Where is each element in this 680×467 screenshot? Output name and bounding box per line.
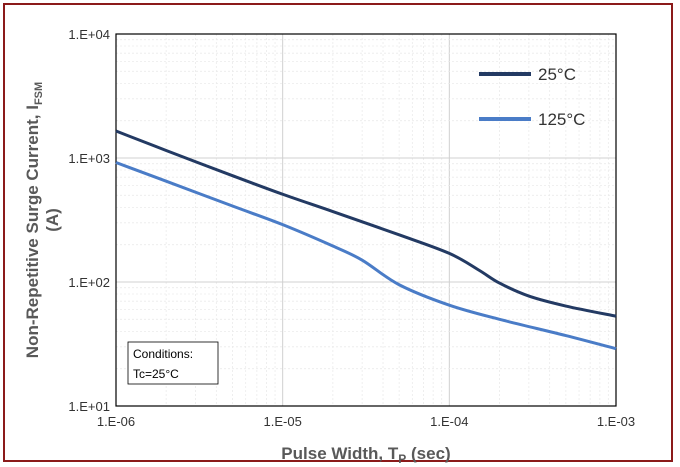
- legend-label-25c: 25°C: [538, 65, 576, 84]
- y-tick-label: 1.E+01: [68, 399, 110, 414]
- conditions-line1: Conditions:: [133, 347, 193, 361]
- y-tick-label: 1.E+04: [68, 27, 110, 42]
- legend-label-125c: 125°C: [538, 110, 585, 129]
- tick-labels: 1.E-06 1.E-05 1.E-04 1.E-03 1.E+01 1.E+02 1.E+…: [68, 27, 635, 429]
- chart-frame: [3, 3, 673, 462]
- conditions-line2: Tc=25°C: [133, 367, 179, 381]
- x-axis-title: Pulse Width, TP (sec): [281, 444, 450, 466]
- x-tick-label: 1.E-06: [97, 414, 135, 429]
- series-line-25c: [115, 129, 617, 318]
- plot-area-border: [115, 33, 617, 407]
- y-tick-label: 1.E+02: [68, 275, 110, 290]
- x-tick-label: 1.E-03: [597, 414, 635, 429]
- y-axis-title-unit: (A): [43, 208, 62, 232]
- series-line-125c: [115, 161, 617, 351]
- conditions-box-border: [127, 341, 219, 385]
- y-tick-label: 1.E+03: [68, 151, 110, 166]
- series-lines: [115, 129, 617, 351]
- x-tick-label: 1.E-04: [430, 414, 468, 429]
- y-axis-title: Non-Repetitive Surge Current, IFSM: [23, 82, 45, 358]
- legend: 25°C 125°C: [479, 65, 585, 129]
- x-tick-label: 1.E-05: [264, 414, 302, 429]
- conditions-annotation: Conditions: Tc=25°C: [127, 341, 219, 385]
